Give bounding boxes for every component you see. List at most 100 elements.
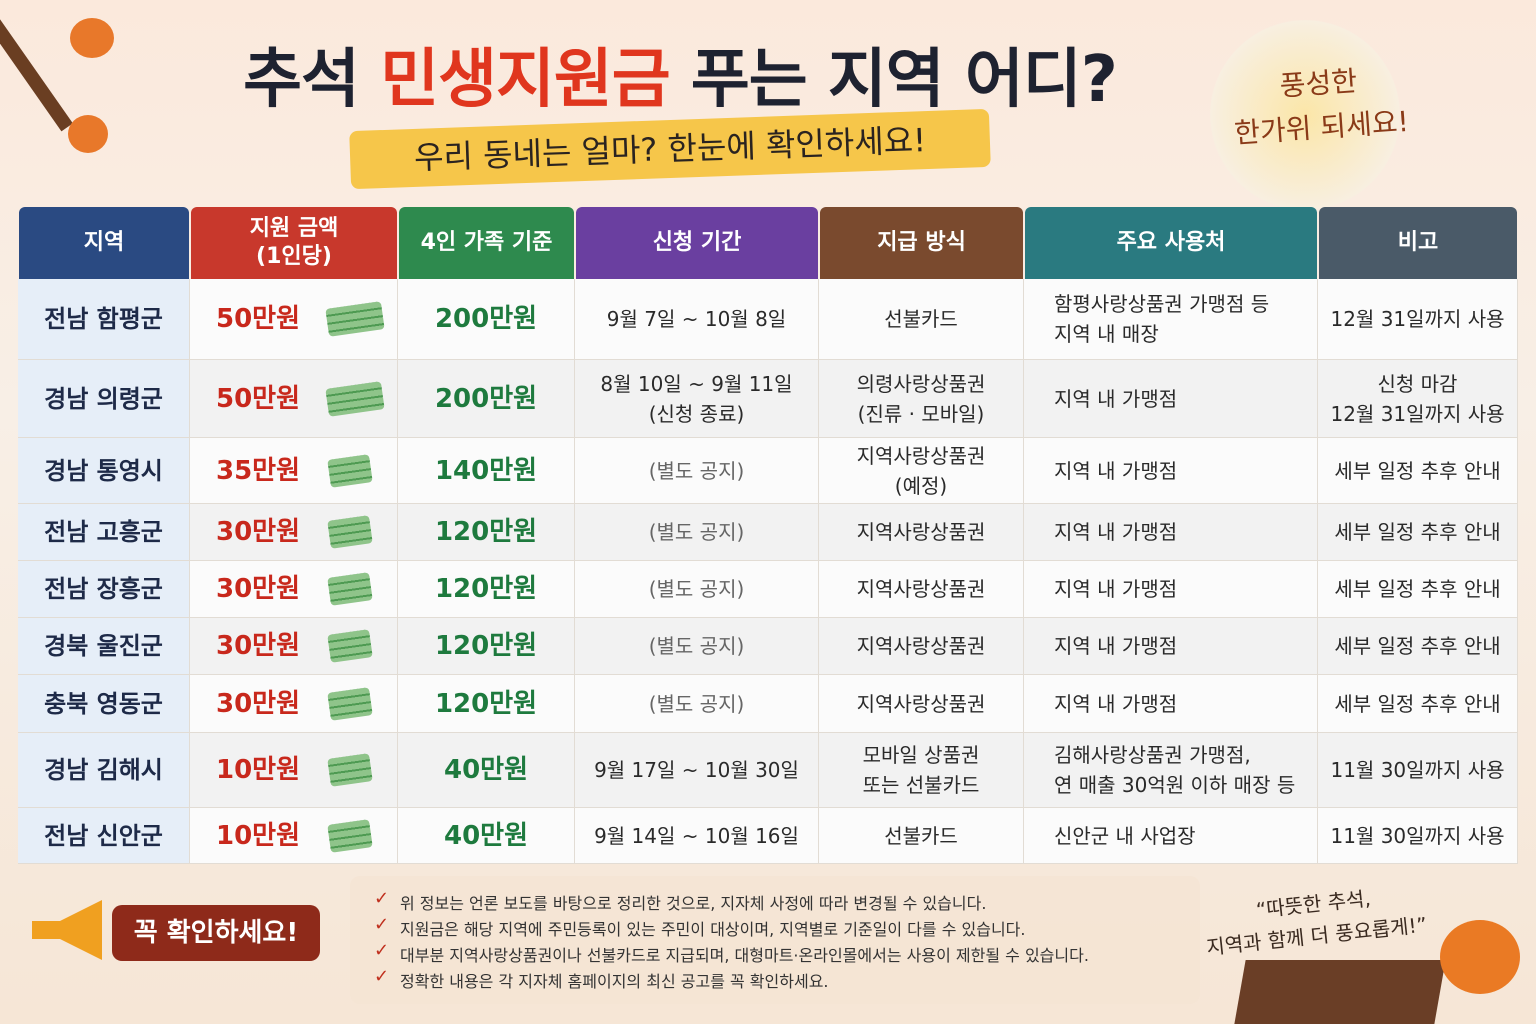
table-cell: 세부 일정 추후 안내 bbox=[1318, 561, 1518, 618]
table-cell: 40만원 bbox=[398, 733, 575, 808]
table-cell: 120만원 bbox=[398, 561, 575, 618]
persimmon bbox=[68, 115, 108, 153]
table-cell: 세부 일정 추후 안내 bbox=[1318, 618, 1518, 675]
table-cell: (별도 공지) bbox=[575, 438, 819, 504]
table-cell: 120만원 bbox=[398, 675, 575, 733]
column-header: 지급 방식 bbox=[820, 207, 1023, 279]
table-cell: 120만원 bbox=[398, 504, 575, 561]
column-header: 신청 기간 bbox=[576, 207, 818, 279]
table-cell: 140만원 bbox=[398, 438, 575, 504]
table-cell: 지역사랑상품권 bbox=[819, 675, 1024, 733]
table-cell: 10만원 bbox=[190, 808, 398, 864]
table-cell: (별도 공지) bbox=[575, 675, 819, 733]
table-cell: 경남 통영시 bbox=[18, 438, 190, 504]
table-cell: 30만원 bbox=[190, 504, 398, 561]
table-cell: 9월 7일 ~ 10월 8일 bbox=[575, 279, 819, 360]
check-icon: ✓ bbox=[374, 940, 390, 961]
table-cell: 30만원 bbox=[190, 675, 398, 733]
table-cell: 200만원 bbox=[398, 360, 575, 438]
column-header: 지원 금액 (1인당) bbox=[191, 207, 397, 279]
money-icon bbox=[327, 572, 373, 606]
table-cell: 9월 17일 ~ 10월 30일 bbox=[575, 733, 819, 808]
persimmon bbox=[1440, 920, 1520, 994]
money-icon bbox=[327, 515, 373, 549]
table-cell: 8월 10일 ~ 9월 11일 (신청 종료) bbox=[575, 360, 819, 438]
note-text: 위 정보는 언론 보도를 바탕으로 정리한 것으로, 지자체 사정에 따라 변경… bbox=[400, 894, 987, 913]
money-icon bbox=[327, 453, 373, 488]
table-cell: 경북 울진군 bbox=[18, 618, 190, 675]
check-icon: ✓ bbox=[374, 966, 390, 987]
table-cell: 세부 일정 추후 안내 bbox=[1318, 438, 1518, 504]
tray bbox=[1234, 960, 1446, 1024]
table-cell: 세부 일정 추후 안내 bbox=[1318, 675, 1518, 733]
money-icon bbox=[327, 629, 373, 663]
table-cell: 지역사랑상품권 bbox=[819, 504, 1024, 561]
persimmon bbox=[70, 18, 114, 58]
table-cell: 지역 내 가맹점 bbox=[1024, 438, 1318, 504]
table-cell: 지역사랑상품권 bbox=[819, 618, 1024, 675]
table-cell: 지역 내 가맹점 bbox=[1024, 675, 1318, 733]
table-cell: 모바일 상품권 또는 선불카드 bbox=[819, 733, 1024, 808]
table-cell: 50만원 bbox=[190, 360, 398, 438]
table-cell: 50만원 bbox=[190, 279, 398, 360]
table-cell: 지역 내 가맹점 bbox=[1024, 360, 1318, 438]
note-text: 대부분 지역사랑상품권이나 선불카드로 지급되며, 대형마트·온라인몰에서는 사… bbox=[400, 946, 1089, 965]
table-cell: 120만원 bbox=[398, 618, 575, 675]
note-text: 정확한 내용은 각 지자체 홈페이지의 최신 공고를 꼭 확인하세요. bbox=[400, 972, 829, 991]
title-part: 추석 bbox=[243, 43, 381, 117]
check-icon: ✓ bbox=[374, 888, 390, 909]
greeting: 풍성한 한가위 되세요! bbox=[1233, 64, 1410, 151]
title-part: 푸는 지역 어디? bbox=[669, 43, 1118, 117]
table-cell: 11월 30일까지 사용 bbox=[1318, 808, 1518, 864]
branch bbox=[0, 8, 73, 132]
table-cell: 9월 14일 ~ 10월 16일 bbox=[575, 808, 819, 864]
quote: “따뜻한 추석, 지역과 함께 더 풍요롭게!” bbox=[1205, 886, 1429, 960]
table-cell: 전남 고흥군 bbox=[18, 504, 190, 561]
table-cell: 11월 30일까지 사용 bbox=[1318, 733, 1518, 808]
table-cell: 30만원 bbox=[190, 618, 398, 675]
table-cell: 신안군 내 사업장 bbox=[1024, 808, 1318, 864]
table-cell: (별도 공지) bbox=[575, 618, 819, 675]
money-icon bbox=[327, 818, 373, 853]
table-cell: 선불카드 bbox=[819, 808, 1024, 864]
table-cell: 함평사랑상품권 가맹점 등 지역 내 매장 bbox=[1024, 279, 1318, 360]
column-header: 4인 가족 기준 bbox=[399, 207, 574, 279]
title: 추석 민생지원금 푸는 지역 어디? bbox=[150, 28, 1210, 120]
table-cell: 10만원 bbox=[190, 733, 398, 808]
column-header: 비고 bbox=[1319, 207, 1517, 279]
table-cell: 200만원 bbox=[398, 279, 575, 360]
table-cell: 35만원 bbox=[190, 438, 398, 504]
table-cell: 경남 의령군 bbox=[18, 360, 190, 438]
money-icon bbox=[327, 686, 373, 721]
table-cell: 전남 장흥군 bbox=[18, 561, 190, 618]
table-cell: 전남 신안군 bbox=[18, 808, 190, 864]
table-cell: 지역 내 가맹점 bbox=[1024, 561, 1318, 618]
money-icon bbox=[325, 301, 385, 337]
table-cell: 신청 마감 12월 31일까지 사용 bbox=[1318, 360, 1518, 438]
table-cell: 세부 일정 추후 안내 bbox=[1318, 504, 1518, 561]
table-cell: (별도 공지) bbox=[575, 504, 819, 561]
megaphone-icon bbox=[32, 900, 102, 960]
table-cell: 지역사랑상품권 bbox=[819, 561, 1024, 618]
table-cell: 전남 함평군 bbox=[18, 279, 190, 360]
money-icon bbox=[327, 753, 373, 787]
table-cell: 의령사랑상품권 (진류 · 모바일) bbox=[819, 360, 1024, 438]
table-cell: 40만원 bbox=[398, 808, 575, 864]
callout: 꼭 확인하세요! bbox=[112, 905, 320, 961]
note-text: 지원금은 해당 지역에 주민등록이 있는 주민이 대상이며, 지역별로 기준일이… bbox=[400, 920, 1026, 939]
check-icon: ✓ bbox=[374, 914, 390, 935]
table-cell: 경남 김해시 bbox=[18, 733, 190, 808]
notes-box: ✓ 위 정보는 언론 보도를 바탕으로 정리한 것으로, 지자체 사정에 따라 변… bbox=[350, 876, 1200, 1004]
column-header: 주요 사용처 bbox=[1025, 207, 1317, 279]
title-highlight: 민생지원금 bbox=[380, 43, 670, 117]
table-cell: 지역사랑상품권 (예정) bbox=[819, 438, 1024, 504]
table-cell: 지역 내 가맹점 bbox=[1024, 618, 1318, 675]
table-cell: 12월 31일까지 사용 bbox=[1318, 279, 1518, 360]
subtitle: 우리 동네는 얼마? 한눈에 확인하세요! bbox=[349, 108, 991, 190]
table-cell: 지역 내 가맹점 bbox=[1024, 504, 1318, 561]
table-cell: 충북 영동군 bbox=[18, 675, 190, 733]
table-cell: 30만원 bbox=[190, 561, 398, 618]
money-icon bbox=[325, 380, 385, 417]
table-cell: 선불카드 bbox=[819, 279, 1024, 360]
